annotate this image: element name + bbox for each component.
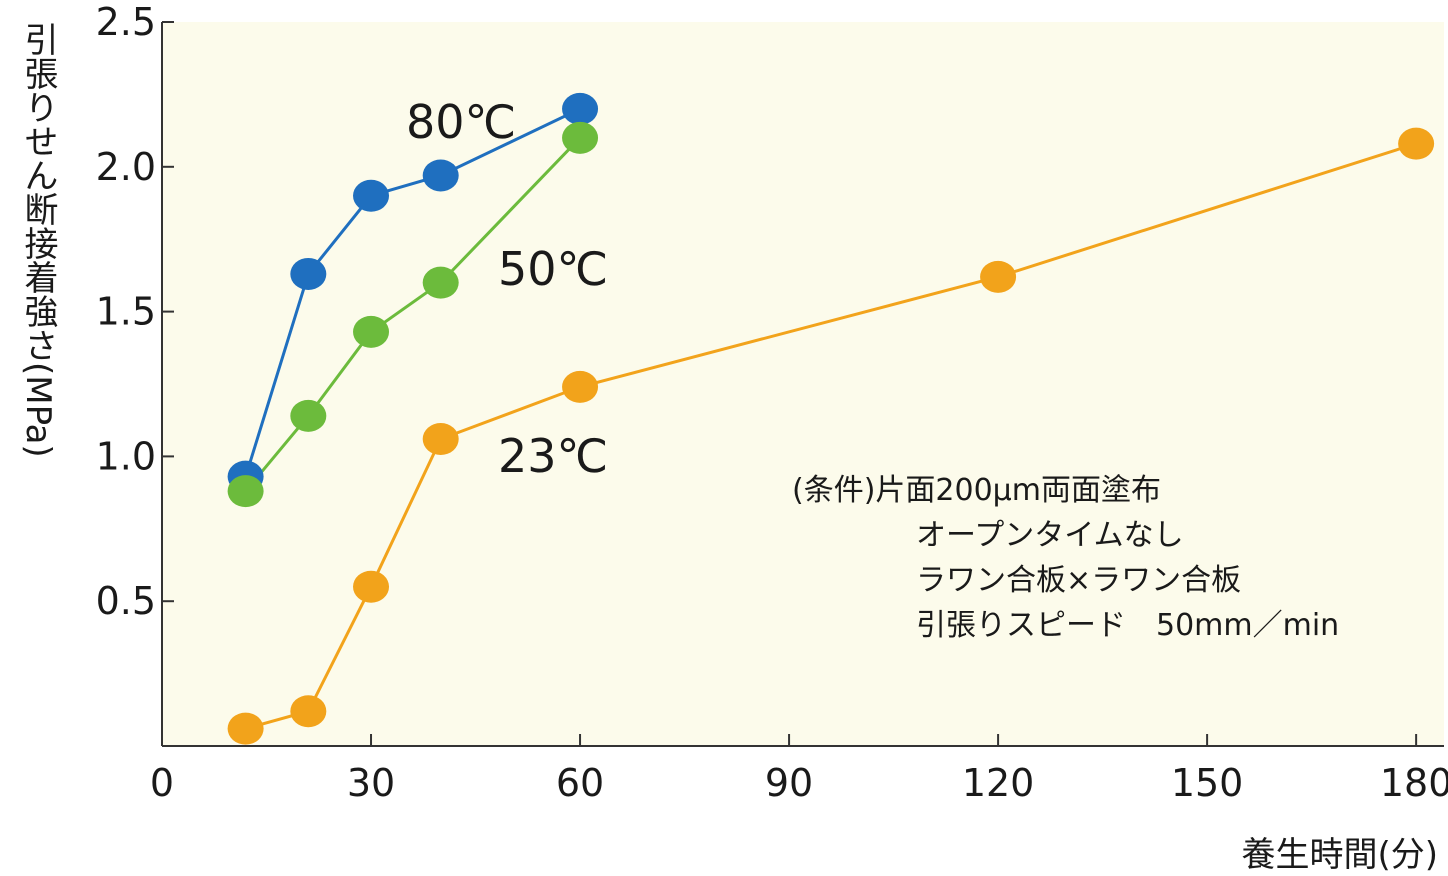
annotation-conditions: (条件)片面200μm両面塗布 <box>792 473 1161 508</box>
y-axis-ticks: 0.5 1.0 1.5 2.0 2.5 <box>96 0 174 623</box>
series-label-23: 23℃ <box>498 429 608 483</box>
series-point-1 <box>562 121 599 154</box>
series-point-0 <box>290 257 327 290</box>
series-point-2 <box>227 712 264 745</box>
y-axis-label: 引張りせん断接着強さ(MPa) <box>18 22 58 458</box>
series-point-0 <box>562 92 599 125</box>
series-label-50: 50℃ <box>498 242 608 296</box>
series-point-2 <box>980 260 1017 293</box>
series-point-0 <box>422 159 459 192</box>
x-tick-label: 120 <box>962 761 1035 805</box>
plot-area <box>162 22 1444 746</box>
series-point-2 <box>562 370 599 403</box>
x-tick-label: 180 <box>1380 761 1448 805</box>
series-point-1 <box>227 475 264 508</box>
x-axis-label: 養生時間(分) <box>1241 835 1438 875</box>
series-point-1 <box>290 399 327 432</box>
series-point-2 <box>353 570 390 603</box>
annotation-speed: 引張りスピード 50mm／min <box>916 608 1339 643</box>
x-tick-label: 30 <box>347 761 395 805</box>
x-tick-label: 60 <box>556 761 604 805</box>
y-tick-label: 1.0 <box>96 434 156 478</box>
y-tick-label: 1.5 <box>96 290 156 334</box>
series-group <box>227 92 1435 745</box>
y-tick-label: 2.5 <box>96 0 156 44</box>
series-point-2 <box>422 423 459 456</box>
x-tick-label: 150 <box>1171 761 1244 805</box>
annotation-substrate: ラワン合板×ラワン合板 <box>916 563 1241 598</box>
y-tick-label: 2.0 <box>96 145 156 189</box>
x-tick-label: 0 <box>150 761 174 805</box>
x-axis-ticks: 0 30 60 90 120 150 180 <box>150 734 1448 805</box>
series-point-1 <box>422 266 459 299</box>
annotation-open-time: オープンタイムなし <box>916 518 1184 553</box>
series-point-2 <box>1398 127 1435 160</box>
series-label-80: 80℃ <box>406 95 516 149</box>
y-tick-label: 0.5 <box>96 579 156 623</box>
x-tick-label: 90 <box>765 761 813 805</box>
axes <box>161 22 1444 747</box>
series-point-2 <box>290 695 327 728</box>
series-point-0 <box>353 179 390 212</box>
series-point-1 <box>353 315 390 348</box>
